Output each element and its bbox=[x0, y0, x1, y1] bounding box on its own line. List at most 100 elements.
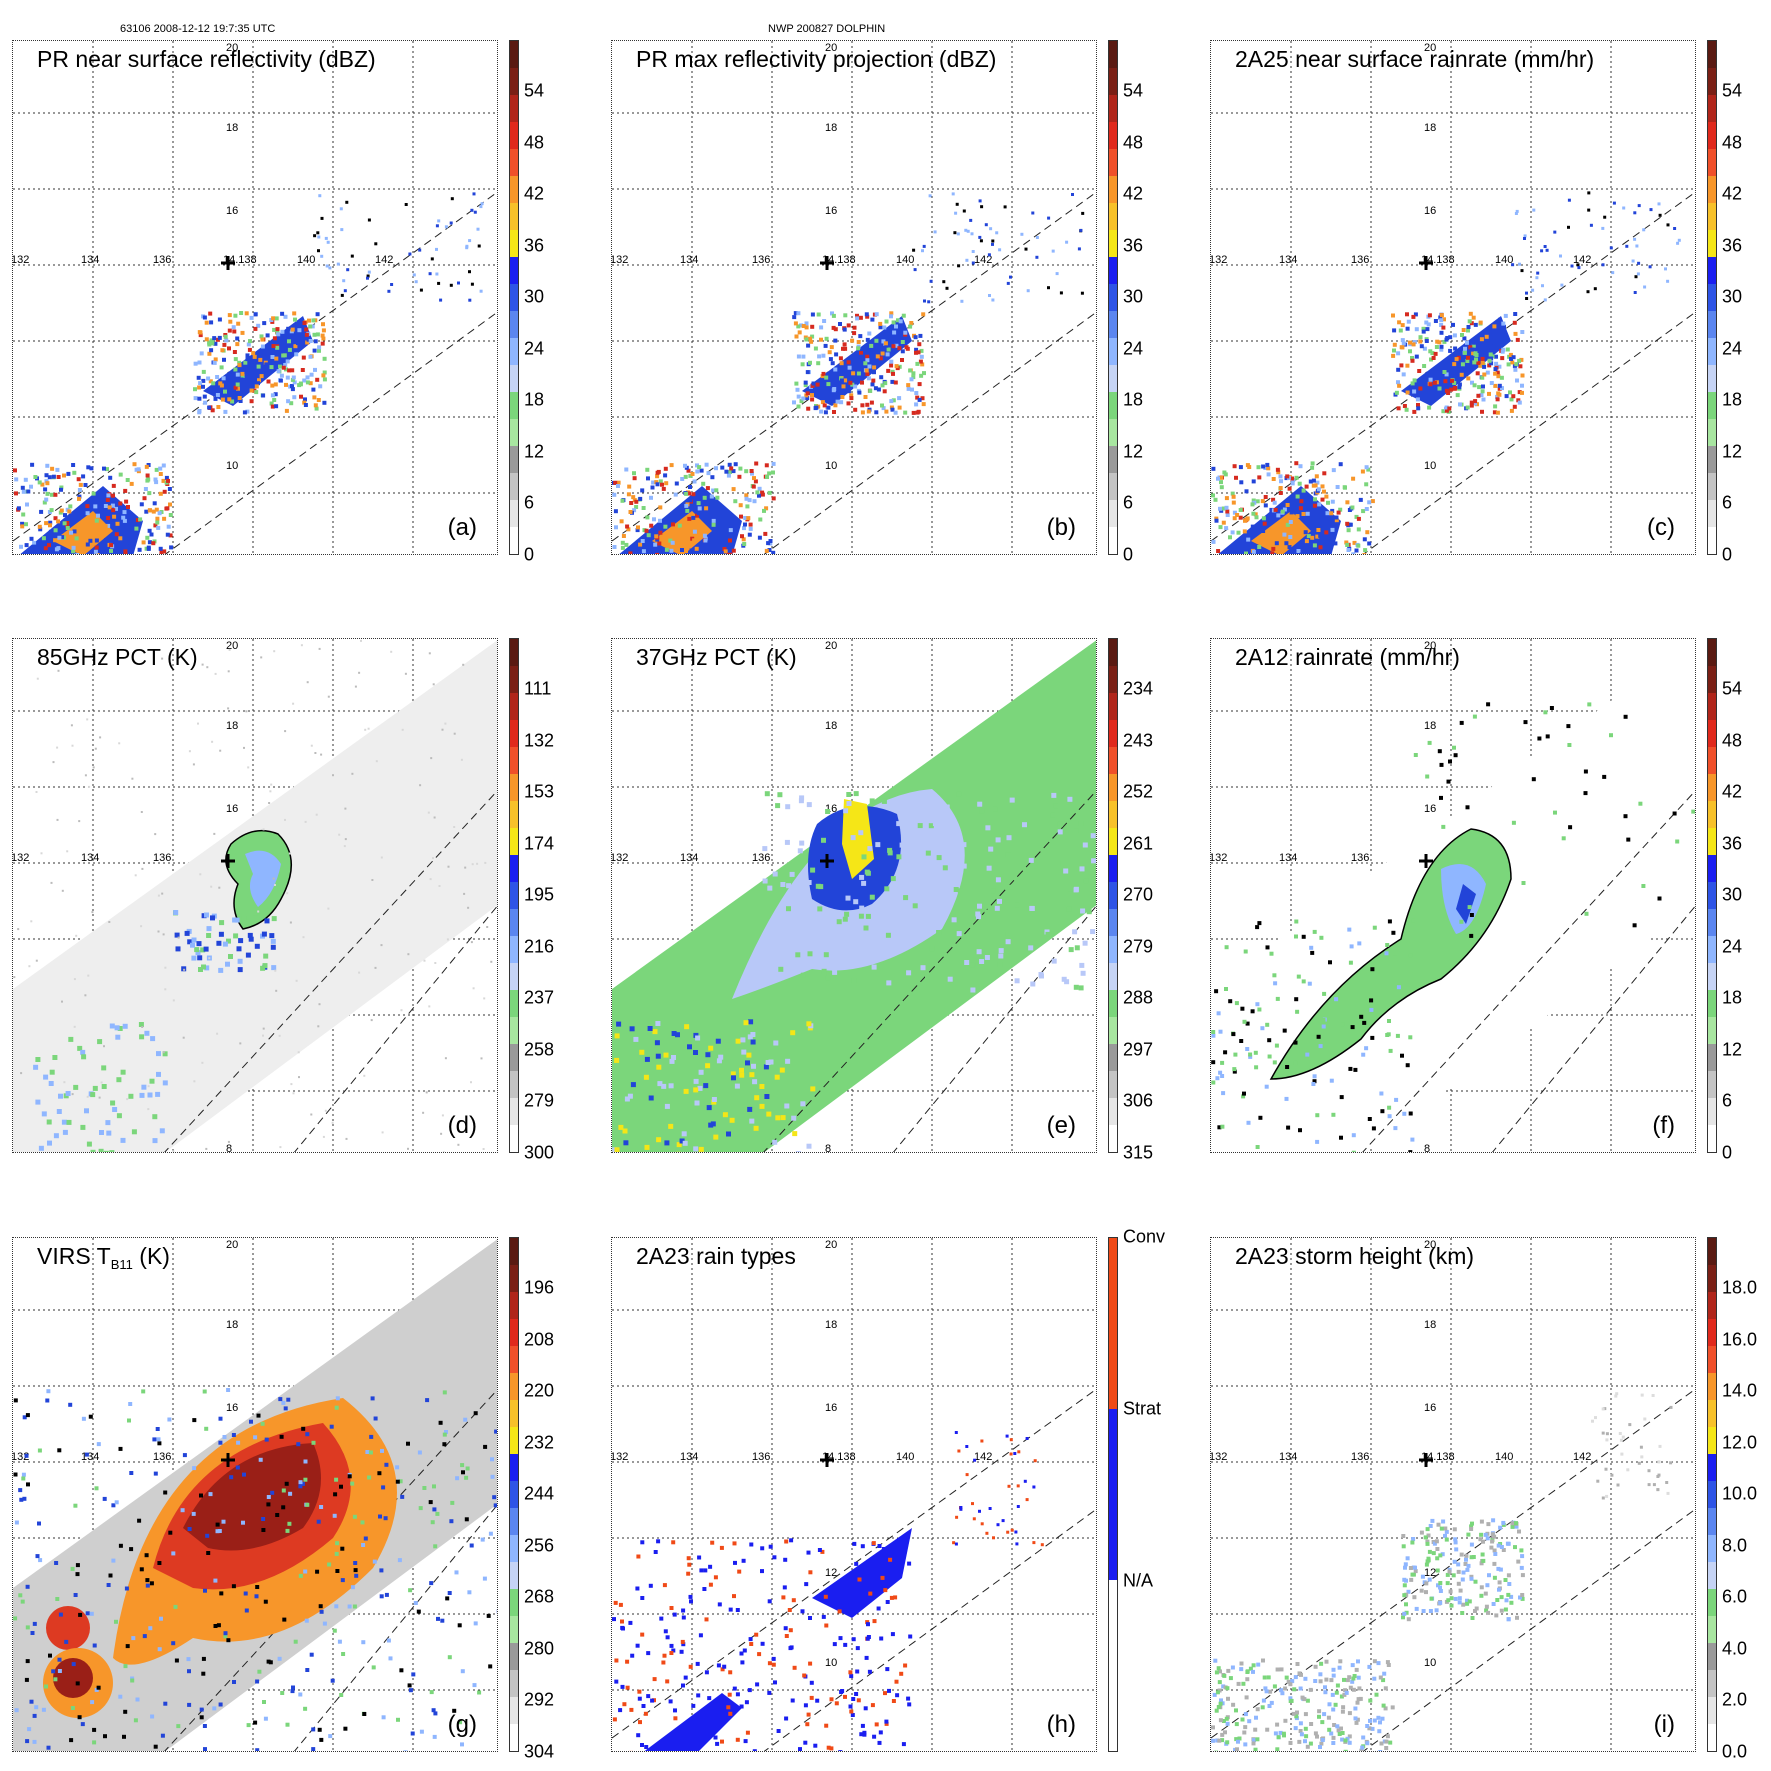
speckle bbox=[153, 477, 158, 482]
speckle bbox=[1394, 390, 1399, 395]
speckle bbox=[1242, 1730, 1247, 1735]
speckle bbox=[1405, 1556, 1410, 1561]
field-data bbox=[612, 789, 1096, 1152]
speckle bbox=[804, 337, 809, 342]
speckle bbox=[111, 1503, 116, 1508]
speckle bbox=[1405, 390, 1410, 395]
lon-tick-label: 136 bbox=[752, 254, 770, 266]
speckle bbox=[1344, 540, 1349, 545]
speckle bbox=[1485, 1583, 1490, 1588]
speckle bbox=[1242, 1019, 1247, 1024]
speckle bbox=[620, 545, 625, 550]
speckle bbox=[1415, 397, 1420, 402]
speckle bbox=[318, 647, 321, 650]
speckle bbox=[480, 1537, 485, 1542]
speckle bbox=[833, 327, 838, 332]
speckle bbox=[162, 933, 165, 936]
speckle bbox=[891, 371, 895, 376]
speckle bbox=[1029, 906, 1035, 911]
speckle bbox=[1364, 482, 1369, 487]
speckle bbox=[1657, 896, 1662, 901]
speckle bbox=[1234, 1737, 1239, 1742]
speckle bbox=[626, 527, 631, 532]
speckle bbox=[1410, 356, 1414, 360]
speckle bbox=[1331, 1112, 1336, 1117]
speckle bbox=[1463, 346, 1467, 351]
speckle bbox=[1499, 1595, 1504, 1600]
speckle bbox=[1417, 369, 1422, 373]
speckle bbox=[620, 540, 625, 545]
speckle bbox=[86, 1095, 89, 1098]
speckle bbox=[325, 264, 329, 268]
speckle bbox=[245, 353, 250, 358]
speckle bbox=[1658, 1444, 1662, 1448]
speckle bbox=[722, 547, 727, 551]
speckle bbox=[909, 377, 914, 382]
speckle bbox=[744, 493, 749, 498]
speckle bbox=[1354, 514, 1359, 519]
speckle bbox=[202, 394, 207, 399]
speckle bbox=[75, 934, 78, 937]
speckle bbox=[1383, 1706, 1388, 1711]
speckle bbox=[914, 391, 919, 395]
speckle bbox=[801, 324, 806, 328]
speckle bbox=[1231, 1032, 1236, 1037]
speckle bbox=[1387, 1019, 1391, 1023]
speckle bbox=[922, 244, 926, 248]
speckle bbox=[832, 387, 837, 391]
speckle bbox=[238, 938, 244, 944]
speckle bbox=[35, 1554, 40, 1559]
speckle bbox=[1338, 462, 1343, 467]
speckle bbox=[679, 1649, 684, 1654]
speckle bbox=[1272, 1060, 1277, 1065]
speckle bbox=[772, 1139, 778, 1145]
speckle bbox=[899, 842, 905, 848]
speckle bbox=[1446, 779, 1451, 784]
speckle bbox=[435, 272, 439, 276]
speckle bbox=[245, 409, 250, 414]
speckle bbox=[1553, 230, 1557, 234]
speckle bbox=[203, 1588, 207, 1593]
speckle bbox=[865, 314, 870, 319]
speckle bbox=[30, 920, 33, 923]
speckle bbox=[13, 976, 16, 979]
speckle bbox=[360, 1520, 365, 1525]
speckle bbox=[432, 1734, 437, 1739]
speckle bbox=[224, 338, 229, 343]
speckle bbox=[210, 915, 215, 921]
speckle bbox=[1268, 1689, 1273, 1694]
speckle bbox=[1284, 1096, 1289, 1101]
speckle bbox=[146, 477, 151, 482]
speckle bbox=[229, 1475, 234, 1480]
speckle bbox=[865, 337, 870, 342]
speckle bbox=[1244, 489, 1249, 494]
speckle bbox=[1494, 361, 1499, 366]
speckle bbox=[976, 827, 981, 832]
colorbar-tick-label: 18 bbox=[1123, 389, 1144, 410]
speckle bbox=[903, 895, 909, 901]
speckle bbox=[883, 381, 888, 386]
speckle bbox=[741, 1558, 746, 1563]
speckle bbox=[669, 548, 674, 553]
speckle bbox=[1030, 981, 1036, 987]
speckle bbox=[862, 1730, 867, 1735]
speckle bbox=[716, 1663, 721, 1668]
speckle bbox=[290, 1689, 295, 1694]
speckle bbox=[146, 546, 151, 551]
speckle bbox=[311, 387, 316, 392]
speckle bbox=[1047, 286, 1050, 290]
title-sub: B11 bbox=[110, 1257, 133, 1272]
speckle bbox=[1438, 1553, 1443, 1558]
speckle bbox=[45, 491, 50, 496]
speckle bbox=[1443, 379, 1448, 384]
speckle bbox=[1079, 866, 1085, 872]
speckle bbox=[986, 865, 992, 871]
speckle bbox=[748, 1637, 753, 1642]
speckle bbox=[321, 328, 326, 333]
speckle bbox=[1604, 1467, 1608, 1471]
speckle bbox=[1460, 362, 1465, 367]
speckle bbox=[1453, 753, 1458, 758]
speckle bbox=[331, 1121, 334, 1124]
colorbar-tick-label: 234 bbox=[1123, 678, 1154, 699]
speckle bbox=[71, 1093, 74, 1096]
